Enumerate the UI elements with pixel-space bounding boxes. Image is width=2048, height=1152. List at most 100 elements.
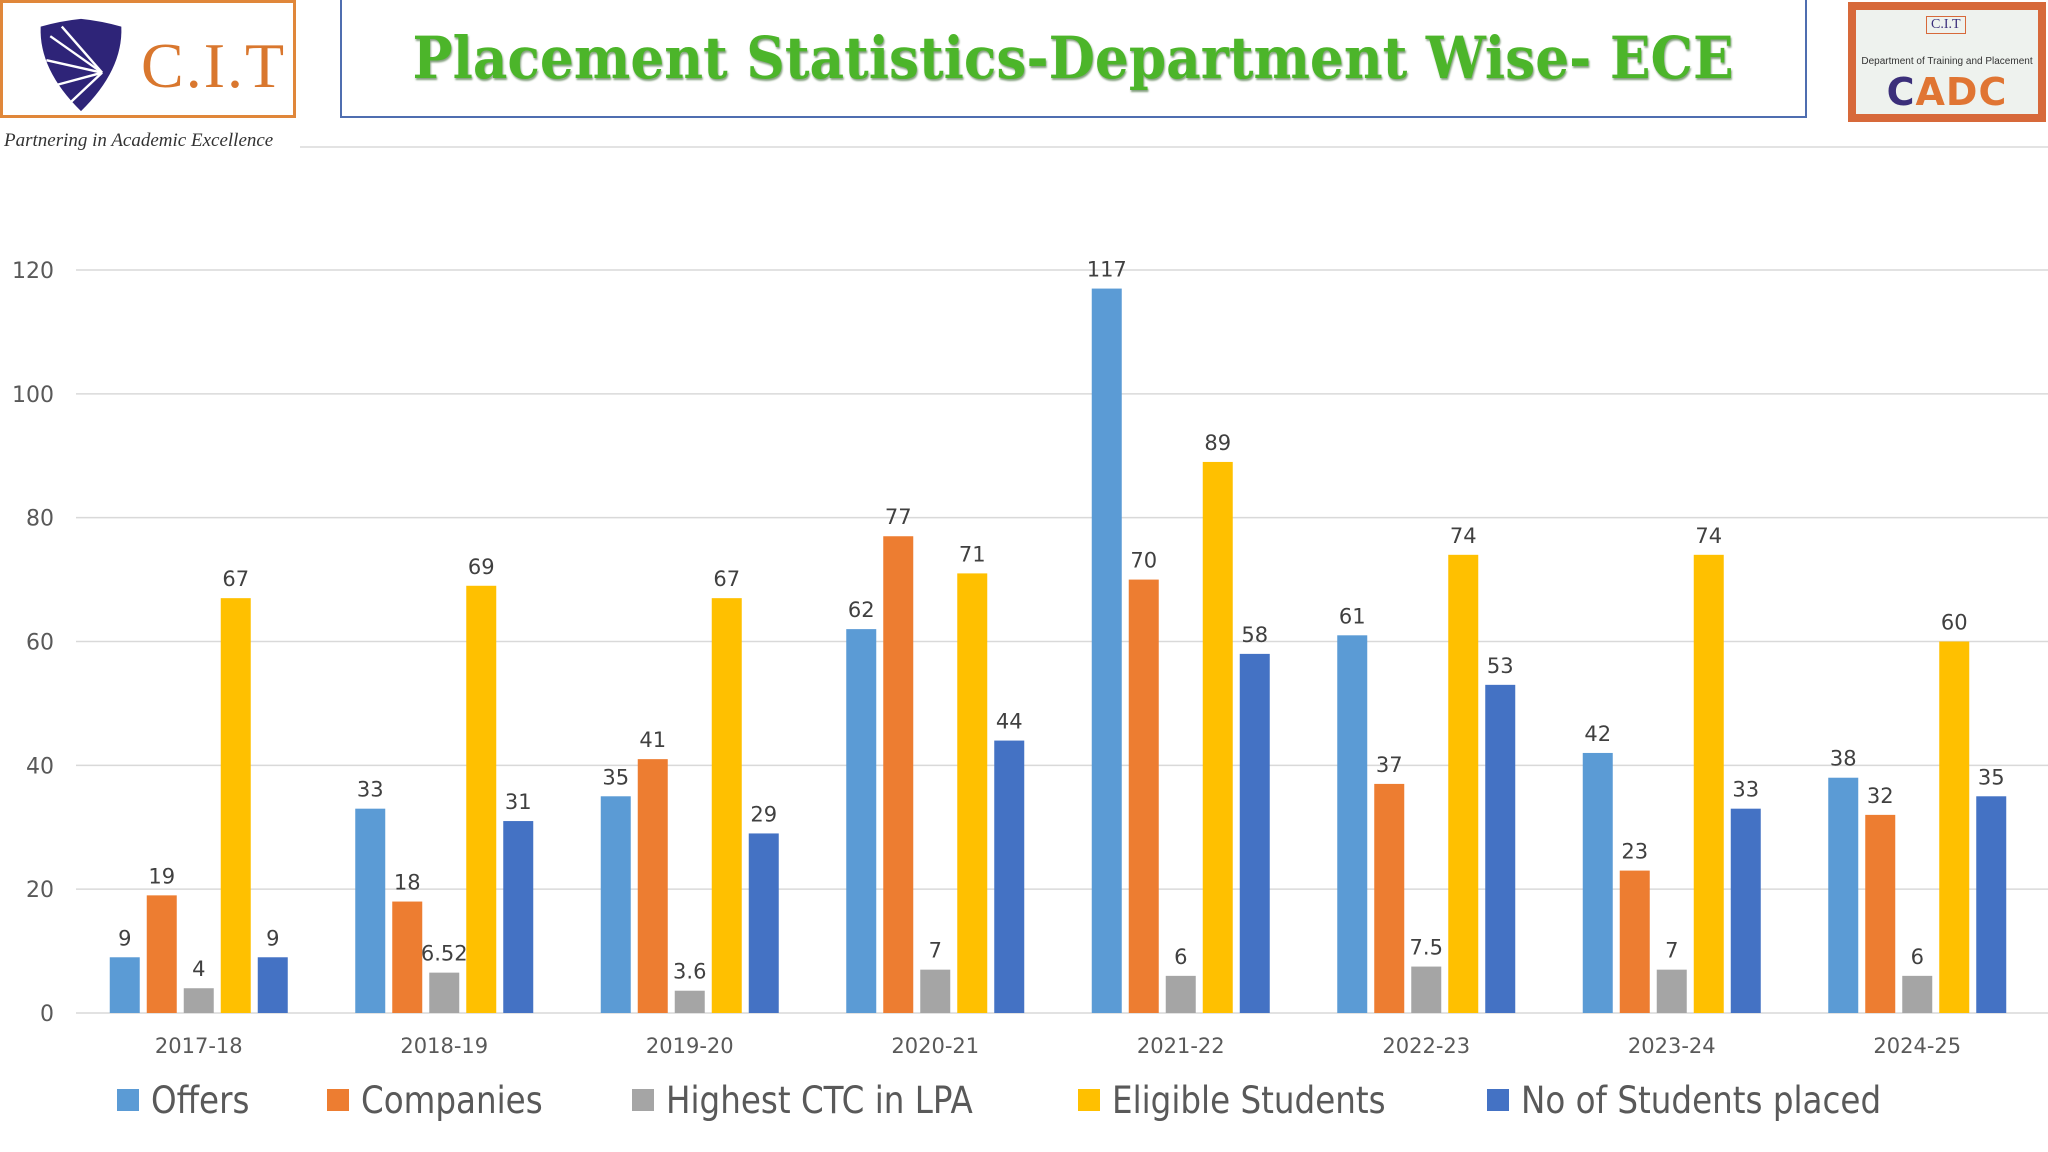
data-label: 9 xyxy=(266,926,279,950)
cadc-logo: C.I.T Department of Training and Placeme… xyxy=(1848,2,2046,122)
bar-offers xyxy=(1582,752,1613,1013)
data-label: 53 xyxy=(1487,654,1514,678)
data-label: 89 xyxy=(1204,431,1231,455)
data-label: 117 xyxy=(1087,258,1127,282)
legend-swatch xyxy=(1487,1089,1510,1111)
data-label: 42 xyxy=(1584,722,1611,746)
chart-legend: Offers Companies Highest CTC in LPA Eligibl… xyxy=(0,1070,2048,1130)
bar-offers xyxy=(109,957,140,1013)
data-label: 19 xyxy=(148,864,175,888)
title-banner: Placement Statistics-Department Wise- EC… xyxy=(340,0,1807,118)
bar-companies xyxy=(883,536,914,1013)
data-label: 7.5 xyxy=(1410,936,1443,960)
legend-swatch xyxy=(631,1089,654,1111)
bar-eligible-students xyxy=(1202,461,1233,1014)
data-label: 6 xyxy=(1911,945,1924,969)
x-tick-label: 2018-19 xyxy=(400,1034,488,1058)
bar-offers xyxy=(355,808,386,1013)
bar-offers xyxy=(1091,288,1122,1013)
cadc-logo-department: Department of Training and Placement xyxy=(1861,56,2033,67)
y-tick-label: 40 xyxy=(26,754,54,779)
bar-eligible-students xyxy=(1939,641,1970,1013)
data-label: 3.6 xyxy=(673,960,706,984)
bar-highest-ctc-in-lpa xyxy=(1902,975,1933,1013)
bar-eligible-students xyxy=(466,585,497,1013)
data-label: 41 xyxy=(639,728,666,752)
header-divider xyxy=(300,146,2048,148)
y-tick-label: 100 xyxy=(12,383,54,408)
cadc-logo-text: CADC xyxy=(1886,70,2008,114)
data-label: 29 xyxy=(750,802,777,826)
data-label: 35 xyxy=(1978,765,2005,789)
data-label: 67 xyxy=(713,567,740,591)
data-label: 4 xyxy=(192,957,205,981)
y-tick-label: 60 xyxy=(26,631,54,656)
bar-offers xyxy=(1337,635,1368,1013)
x-tick-label: 2022-23 xyxy=(1382,1034,1470,1058)
data-label: 38 xyxy=(1830,747,1857,771)
data-label: 60 xyxy=(1941,611,1968,635)
bar-companies xyxy=(392,901,423,1013)
data-label: 69 xyxy=(468,555,495,579)
data-label: 23 xyxy=(1621,840,1648,864)
y-tick-label: 120 xyxy=(12,259,54,284)
bar-no-of-students-placed xyxy=(1239,653,1270,1013)
data-label: 58 xyxy=(1241,623,1268,647)
legend-item: Highest CTC in LPA xyxy=(631,1078,1015,1122)
data-label: 77 xyxy=(885,505,912,529)
legend-item: Companies xyxy=(327,1079,567,1122)
bar-eligible-students xyxy=(711,598,742,1013)
data-label: 9 xyxy=(118,926,131,950)
bar-highest-ctc-in-lpa xyxy=(674,990,705,1013)
legend-swatch xyxy=(1078,1089,1101,1111)
cit-tagline: Partnering in Academic Excellence xyxy=(4,130,274,151)
bar-companies xyxy=(1128,579,1159,1013)
data-label: 31 xyxy=(505,790,532,814)
bar-eligible-students xyxy=(957,573,988,1013)
bar-companies xyxy=(1619,870,1650,1013)
bar-offers xyxy=(600,796,631,1013)
page-title: Placement Statistics-Department Wise- EC… xyxy=(412,24,1735,92)
bar-no-of-students-placed xyxy=(1730,808,1761,1013)
bar-companies xyxy=(637,759,668,1013)
data-label: 18 xyxy=(394,871,421,895)
cadc-logo-badge: C.I.T xyxy=(1926,16,1966,34)
bar-no-of-students-placed xyxy=(503,821,534,1013)
bar-offers xyxy=(1828,777,1859,1013)
data-label: 37 xyxy=(1376,753,1403,777)
data-label: 6.52 xyxy=(421,942,468,966)
legend-item: Offers xyxy=(117,1079,263,1122)
bar-no-of-students-placed xyxy=(748,833,779,1013)
bar-no-of-students-placed xyxy=(994,740,1025,1013)
y-tick-label: 80 xyxy=(26,507,54,532)
x-tick-label: 2017-18 xyxy=(155,1034,243,1058)
data-label: 35 xyxy=(602,765,629,789)
cit-logo-text: C.I.T xyxy=(141,30,287,101)
bar-eligible-students xyxy=(1448,554,1479,1013)
bar-highest-ctc-in-lpa xyxy=(183,988,214,1013)
data-label: 33 xyxy=(1732,778,1759,802)
legend-swatch xyxy=(327,1089,350,1111)
legend-swatch xyxy=(117,1089,140,1111)
data-label: 67 xyxy=(222,567,249,591)
x-tick-label: 2019-20 xyxy=(646,1034,734,1058)
cit-logo: C.I.T xyxy=(0,0,296,118)
legend-label: No of Students placed xyxy=(1521,1078,1882,1122)
legend-item: Eligible Students xyxy=(1078,1079,1423,1122)
data-label: 44 xyxy=(996,710,1023,734)
bar-highest-ctc-in-lpa xyxy=(1165,975,1196,1013)
legend-label: Offers xyxy=(151,1078,250,1122)
bar-offers xyxy=(846,629,877,1013)
y-tick-label: 0 xyxy=(40,1002,54,1027)
legend-label: Highest CTC in LPA xyxy=(665,1078,973,1122)
bar-eligible-students xyxy=(1693,554,1724,1013)
data-label: 61 xyxy=(1339,604,1366,628)
data-label: 71 xyxy=(959,542,986,566)
x-tick-label: 2020-21 xyxy=(891,1034,979,1058)
data-label: 74 xyxy=(1695,524,1722,548)
bar-no-of-students-placed xyxy=(1976,796,2007,1013)
data-label: 7 xyxy=(1665,939,1678,963)
data-label: 32 xyxy=(1867,784,1894,808)
bar-highest-ctc-in-lpa xyxy=(920,969,951,1013)
